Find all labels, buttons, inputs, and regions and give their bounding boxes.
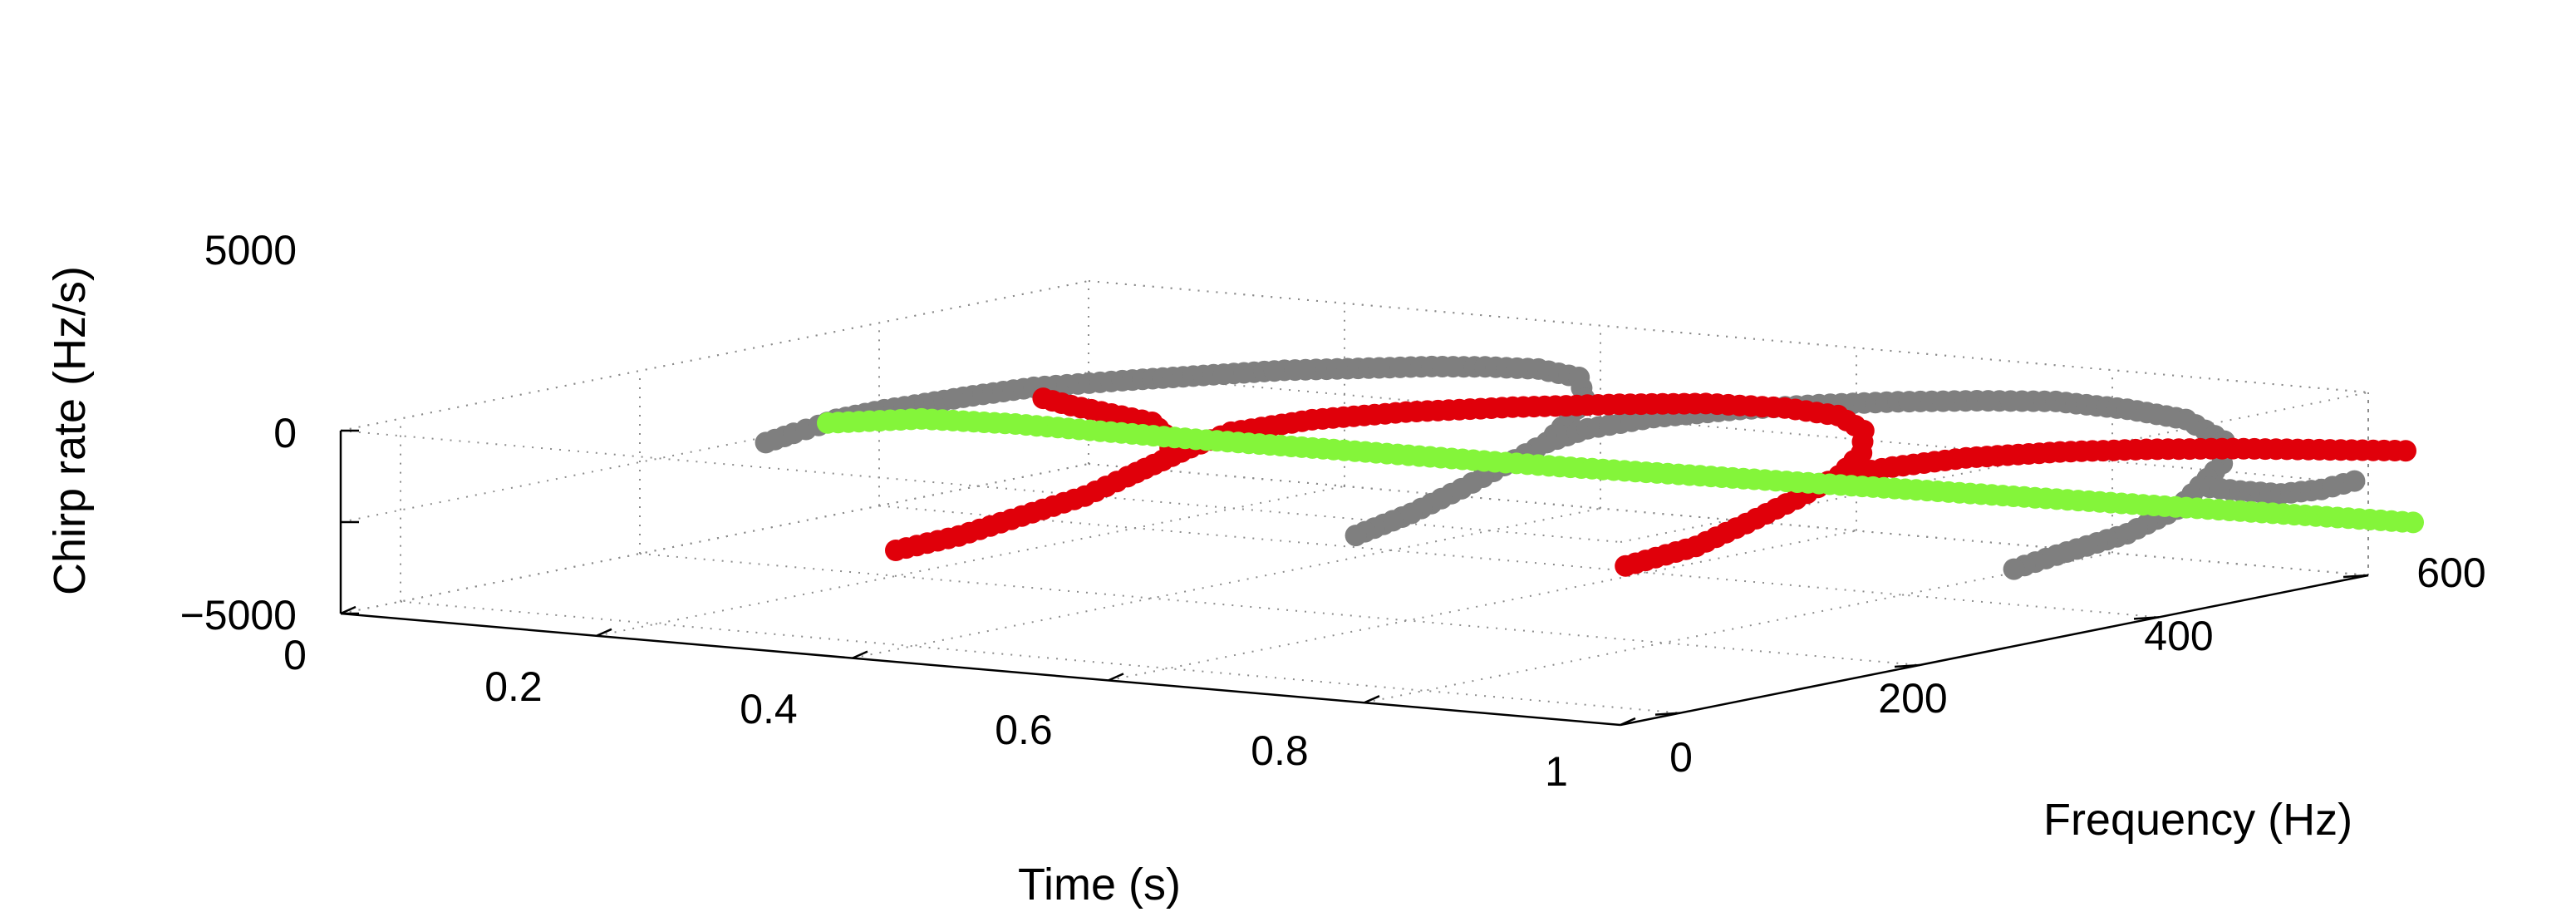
y-axis-line <box>1620 574 2369 727</box>
z-tick-label: −5000 <box>180 592 297 638</box>
data-point <box>1345 525 1367 547</box>
series-gray-tail <box>2189 470 2366 505</box>
y-tick-mark <box>2133 616 2160 620</box>
axes <box>339 429 2369 727</box>
data-point <box>885 540 907 561</box>
data-point <box>2395 440 2416 462</box>
data-point <box>1615 555 1637 577</box>
grid-line <box>1088 463 2369 576</box>
y-axis-label: Frequency (Hz) <box>2043 795 2352 845</box>
x-tick-label: 0.6 <box>995 707 1053 753</box>
data-point <box>2343 470 2366 492</box>
grid-line <box>1108 530 1857 682</box>
y-tick-mark <box>2342 574 2369 579</box>
x-tick-mark <box>1620 717 1636 727</box>
z-tick-label: 5000 <box>204 227 297 274</box>
grid-line <box>400 600 1681 714</box>
x-tick-mark <box>596 628 612 637</box>
series-red-chirp-3 <box>1828 437 2416 487</box>
y-tick-label: 400 <box>2144 613 2213 659</box>
y-tick-label: 200 <box>1878 675 1947 722</box>
y-tick-label: 600 <box>2416 550 2485 596</box>
data-point <box>2003 558 2025 580</box>
z-tick-label: 0 <box>273 410 297 456</box>
grid-line <box>596 485 1345 637</box>
grid-line <box>1088 372 2369 485</box>
series-gray-chirp-1 <box>755 355 1595 547</box>
grid-line <box>1364 552 2113 704</box>
series-green-chirp <box>817 407 2424 534</box>
x-axis-line <box>340 612 1621 727</box>
data-point <box>2402 511 2424 534</box>
grid-line <box>639 553 1920 666</box>
x-tick-mark <box>1364 695 1380 704</box>
x-tick-label: 0 <box>283 632 307 678</box>
grid-line <box>340 280 1089 431</box>
grid-line <box>878 505 2160 619</box>
x-tick-mark <box>1108 673 1124 682</box>
y-tick-mark <box>1654 712 1681 716</box>
x-tick-label: 0.8 <box>1251 727 1309 774</box>
x-tick-label: 0.2 <box>484 663 543 710</box>
x-tick-mark <box>852 650 868 659</box>
data-series <box>755 355 2424 580</box>
y-tick-mark <box>1894 663 1920 668</box>
grid-line <box>340 280 1089 431</box>
x-tick-label: 1 <box>1545 748 1568 795</box>
y-tick-label: 0 <box>1669 734 1693 781</box>
x-tick-mark <box>340 605 356 615</box>
grid-line <box>1088 280 2369 393</box>
x-tick-label: 0.4 <box>740 686 798 732</box>
x-axis-label: Time (s) <box>1018 860 1181 910</box>
z-axis-label: Chirp rate (Hz/s) <box>45 266 95 595</box>
